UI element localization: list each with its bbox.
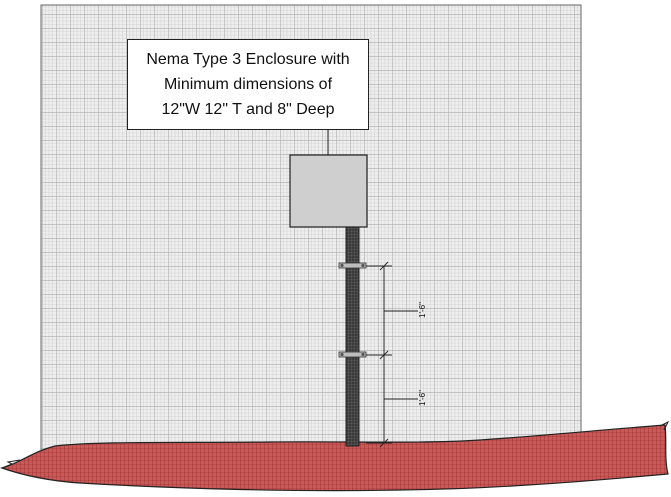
- ground-edge: [1, 420, 670, 469]
- callout-line-2: Minimum dimensions of: [163, 76, 333, 93]
- dimension-label-lower: 1'-6": [418, 390, 427, 406]
- dimension-lines: [366, 261, 418, 448]
- lower-strap-clamp: [338, 351, 367, 358]
- upper-strap-clamp: [338, 262, 367, 269]
- dimension-label-upper: 1'-6": [418, 302, 427, 318]
- enclosure-box: [289, 154, 368, 228]
- ground-fill: [0, 424, 669, 492]
- callout-line-3: 12"W 12" T and 8" Deep: [161, 101, 335, 118]
- mounting-post: [345, 226, 360, 447]
- callout-line-1: Nema Type 3 Enclosure with: [146, 51, 350, 68]
- enclosure-callout: Nema Type 3 Enclosure with Minimum dimen…: [127, 39, 369, 130]
